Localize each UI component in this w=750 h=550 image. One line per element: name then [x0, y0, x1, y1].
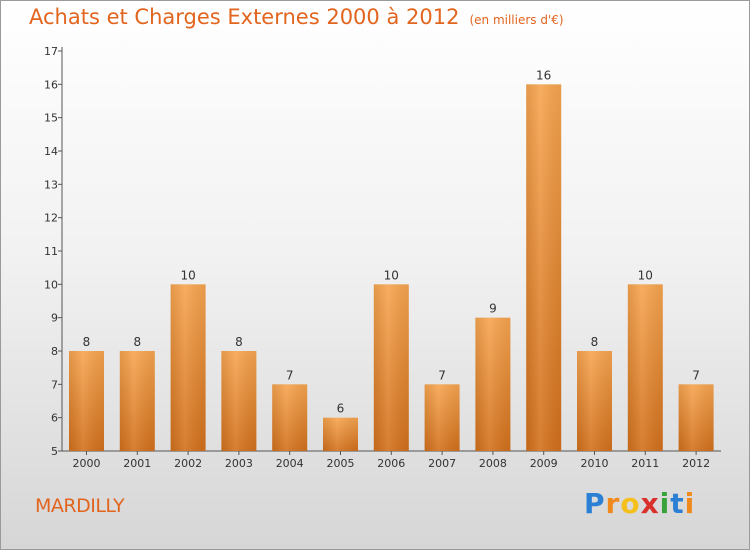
y-tick-label: 14	[44, 145, 58, 158]
x-tick-label: 2010	[581, 457, 609, 470]
value-label-2012: 7	[692, 368, 700, 382]
bar-shine-2000	[69, 351, 104, 451]
value-label-2000: 8	[83, 335, 91, 349]
value-label-2007: 7	[438, 368, 446, 382]
x-tick-label: 2006	[377, 457, 405, 470]
bar-shine-2001	[119, 351, 155, 451]
axes: 5 6 7 8 9 10 11 12 13 14 15 16 17 2000 2001 2002 2003 200…	[44, 45, 721, 470]
chart-title-text: Achats et Charges Externes 2000 à 2012	[29, 5, 460, 29]
y-tick-label: 11	[44, 245, 58, 258]
value-label-2005: 6	[337, 402, 345, 416]
y-tick-label: 6	[51, 412, 58, 425]
y-tick-label: 8	[51, 345, 58, 358]
bar-shine-2008	[475, 317, 511, 451]
bar-shine-2011	[627, 284, 663, 451]
x-tick-label: 2000	[73, 457, 101, 470]
value-label-2011: 10	[638, 268, 653, 282]
bar-shine-2009	[526, 84, 562, 451]
x-tick-label: 2009	[530, 457, 558, 470]
bar-shine-2005	[323, 417, 358, 451]
value-label-2010: 8	[591, 335, 599, 349]
bar-shine-2006	[373, 284, 409, 451]
bar-shine-2002	[170, 284, 206, 451]
bars	[69, 84, 714, 451]
x-tick-label: 2002	[174, 457, 202, 470]
bar-shine-2003	[221, 351, 257, 451]
y-tick-label: 7	[51, 378, 58, 391]
value-label-2003: 8	[235, 335, 243, 349]
bar-shine-2007	[424, 384, 460, 451]
x-tick-label: 2003	[225, 457, 253, 470]
y-tick-label: 16	[44, 78, 58, 91]
y-tick-label: 9	[51, 312, 58, 325]
x-tick-label: 2007	[428, 457, 456, 470]
logo-letter: i	[684, 487, 696, 520]
y-tick-label: 13	[44, 178, 58, 191]
x-tick-label: 2011	[631, 457, 659, 470]
y-tick-label: 12	[44, 212, 58, 225]
logo-letter: t	[670, 487, 685, 520]
y-tick-label: 17	[44, 45, 58, 58]
value-label-2002: 10	[180, 268, 195, 282]
value-label-2006: 10	[384, 268, 399, 282]
y-tick-label: 15	[44, 112, 58, 125]
value-label-2001: 8	[133, 335, 141, 349]
logo-letter: o	[620, 487, 641, 520]
value-labels: 8 8 10 8 7 6 10 7 9 16 8 10 7	[83, 68, 700, 415]
value-label-2004: 7	[286, 368, 294, 382]
logo-letter: x	[640, 487, 660, 520]
logo-letter: i	[659, 487, 671, 520]
y-tick-label: 5	[51, 445, 58, 458]
value-label-2008: 9	[489, 302, 497, 316]
logo-letter: r	[605, 487, 621, 520]
x-tick-label: 2005	[327, 457, 355, 470]
value-label-2009: 16	[536, 68, 551, 82]
commune-name: MARDILLY	[35, 495, 125, 517]
bar-shine-2010	[577, 351, 612, 451]
proxiti-logo: Proxiti	[584, 487, 695, 520]
x-tick-label: 2012	[682, 457, 710, 470]
chart-unit-label: (en milliers d'€)	[469, 13, 564, 27]
bar-shine-2012	[678, 384, 714, 451]
bar-shine-2004	[272, 384, 308, 451]
y-tick-label: 10	[44, 278, 58, 291]
x-tick-label: 2004	[276, 457, 304, 470]
logo-letter: P	[584, 487, 606, 520]
x-tick-label: 2008	[479, 457, 507, 470]
chart-title: Achats et Charges Externes 2000 à 2012 (e…	[29, 5, 564, 29]
x-tick-label: 2001	[123, 457, 151, 470]
